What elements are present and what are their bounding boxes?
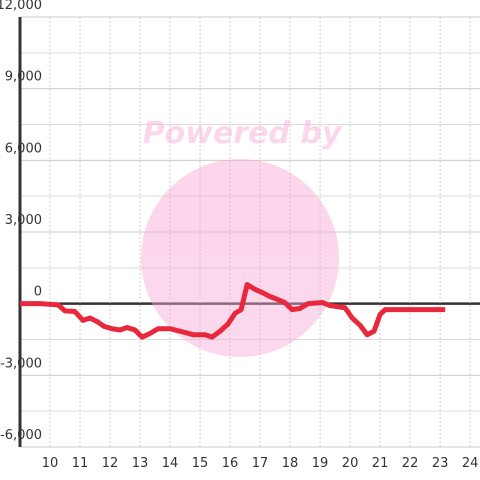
y-tick-label: 3,000 (5, 213, 42, 228)
x-tick-label: 16 (222, 456, 239, 471)
y-tick-label: 9,000 (5, 70, 42, 85)
x-tick-label: 15 (192, 456, 209, 471)
x-tick-label: 22 (402, 456, 419, 471)
x-tick-label: 24 (462, 456, 479, 471)
x-tick-label: 20 (342, 456, 359, 471)
x-tick-label: 11 (72, 456, 89, 471)
x-tick-label: 10 (42, 456, 59, 471)
y-tick-label: 0 (34, 285, 42, 300)
watermark: Powered by (141, 116, 343, 357)
x-tick-label: 18 (282, 456, 299, 471)
x-tick-label: 19 (312, 456, 329, 471)
x-tick-label: 23 (432, 456, 449, 471)
x-tick-label: 21 (372, 456, 389, 471)
grid (20, 16, 480, 448)
y-tick-label: 12,000 (0, 0, 42, 13)
y-tick-label: 6,000 (5, 141, 42, 156)
watermark-text: Powered by (143, 116, 343, 151)
x-tick-label: 13 (132, 456, 149, 471)
x-tick-label: 17 (252, 456, 269, 471)
line (20, 282, 446, 340)
x-tick-label: 14 (162, 456, 179, 471)
x-tick-label: 12 (102, 456, 119, 471)
